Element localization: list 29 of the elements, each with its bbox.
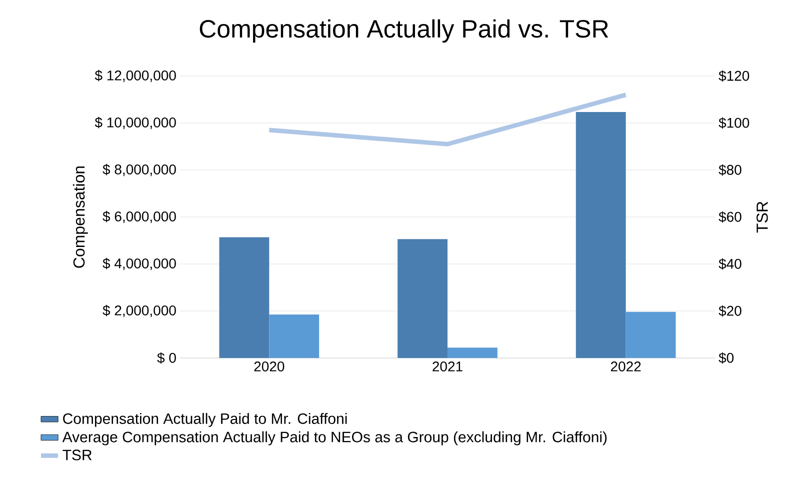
y2-axis-title: TSR: [756, 202, 768, 233]
y2-tick-label: $60: [718, 211, 742, 223]
y2-tick-label: $0: [718, 352, 734, 364]
y-tick-label: $ 12,000,000: [94, 70, 176, 82]
bar: [626, 312, 676, 358]
x-tick-label: 2022: [610, 362, 641, 372]
bar: [576, 112, 626, 358]
legend-label: Average Compensation Actually Paid to NEOs as a Group (excluding Mr. Ciaffoni): [62, 431, 607, 446]
bar: [269, 314, 320, 358]
y-tick-label: $ 4,000,000: [102, 258, 176, 270]
chart-title: Compensation Actually Paid vs. TSR: [200, 19, 608, 43]
y-tick-label: $ 6,000,000: [102, 210, 176, 224]
y-axis-title: Compensation: [72, 166, 88, 268]
y-tick-label: $ 8,000,000: [102, 164, 176, 176]
legend-label: Compensation Actually Paid to Mr. Ciaffoni: [63, 412, 347, 427]
bar: [398, 239, 448, 358]
x-tick-label: 2021: [432, 362, 462, 372]
y2-tick-label: $100: [718, 117, 750, 129]
y2-tick-label: $80: [718, 164, 742, 176]
legend-label: TSR: [62, 450, 92, 460]
bar: [219, 237, 270, 358]
y2-tick-label: $20: [718, 305, 742, 317]
y-tick-label: $ 10,000,000: [94, 116, 176, 130]
y-tick-label: $ 2,000,000: [102, 304, 176, 318]
bar: [448, 348, 498, 358]
y-tick-label: $ 0: [157, 352, 176, 364]
y2-tick-label: $120: [718, 70, 750, 82]
x-tick-label: 2020: [254, 362, 284, 372]
y2-tick-label: $40: [718, 258, 742, 270]
